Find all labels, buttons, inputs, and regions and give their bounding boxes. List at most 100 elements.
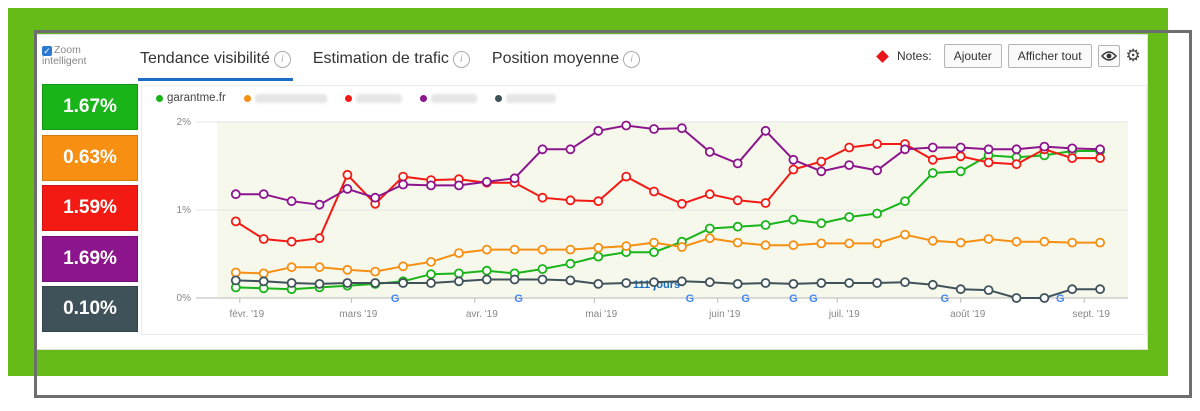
chart-legend: garantme.fr: [156, 92, 556, 104]
data-point: [844, 238, 855, 249]
data-point: [509, 173, 520, 184]
data-point: [286, 196, 297, 207]
x-tick-label: avr. '19: [466, 309, 498, 320]
data-point: [927, 142, 938, 153]
data-point: [398, 171, 409, 182]
y-tick-label: 2%: [177, 117, 192, 128]
data-point: [426, 278, 436, 288]
data-point: [732, 158, 743, 169]
data-point: [1095, 237, 1105, 248]
google-icon: G: [1056, 293, 1065, 305]
data-point: [955, 237, 966, 248]
x-tick-label: sept. '19: [1072, 309, 1110, 320]
x-tick-label: juil. '19: [828, 309, 860, 320]
eye-icon[interactable]: [1097, 45, 1120, 67]
tab-position-moyenne[interactable]: Position moyenne i: [490, 50, 642, 81]
data-point: [1011, 159, 1022, 170]
google-icon: G: [789, 293, 798, 305]
data-point: [398, 179, 409, 190]
data-point: [453, 268, 464, 279]
data-point: [1067, 237, 1078, 248]
blurred-label: [254, 93, 327, 103]
data-point: [649, 277, 659, 288]
data-point: [1067, 153, 1078, 164]
data-point: [955, 284, 966, 295]
legend-dot: [494, 94, 502, 102]
info-icon[interactable]: i: [623, 51, 641, 68]
data-point: [453, 276, 464, 287]
tab-label: Position moyenne: [491, 50, 620, 67]
data-point: [565, 144, 576, 155]
data-point: [927, 154, 938, 165]
data-point: [649, 186, 659, 197]
show-all-notes-button[interactable]: Afficher tout: [1007, 44, 1092, 68]
data-point: [258, 268, 269, 279]
legend-item[interactable]: [243, 93, 327, 103]
data-point: [760, 198, 771, 208]
y-tick-label: 0%: [177, 293, 192, 304]
data-point: [760, 278, 771, 288]
data-point: [1039, 236, 1050, 247]
kpi-tile: 1.69%: [42, 235, 138, 282]
zoom-toggle[interactable]: ✓ Zoom intelligent: [42, 45, 86, 67]
notes-toolbar: Notes: Ajouter Afficher tout ⚙: [876, 44, 1141, 68]
data-point: [342, 264, 353, 275]
data-point: [844, 160, 855, 171]
legend-item[interactable]: [344, 93, 402, 103]
gear-icon[interactable]: ⚙: [1125, 46, 1141, 65]
data-point: [565, 258, 576, 269]
x-tick-label: mars '19: [339, 309, 377, 320]
data-point: [788, 278, 799, 289]
data-point: [872, 278, 882, 288]
x-tick-label: août '19: [950, 309, 986, 320]
data-point: [314, 262, 325, 273]
legend-item[interactable]: [419, 93, 477, 103]
legend-item[interactable]: [494, 93, 556, 103]
data-point: [230, 267, 241, 278]
kpi-tile: 0.10%: [42, 286, 138, 332]
kpi-value: 1.69%: [63, 247, 117, 269]
data-point: [537, 192, 548, 203]
data-point: [983, 157, 994, 168]
google-icon: G: [686, 293, 695, 305]
checkbox-icon[interactable]: ✓: [42, 46, 52, 56]
legend-dot: [156, 94, 163, 102]
info-icon[interactable]: i: [273, 51, 291, 68]
data-point: [816, 278, 827, 288]
data-point: [732, 237, 743, 248]
notes-label: Notes:: [897, 49, 932, 63]
x-tick-label: juin '19: [708, 309, 741, 320]
data-point: [677, 242, 687, 252]
data-point: [593, 278, 604, 289]
data-point: [649, 237, 659, 248]
data-point: [565, 275, 576, 286]
data-point: [370, 192, 381, 203]
info-icon[interactable]: i: [452, 51, 470, 68]
data-point: [816, 156, 827, 167]
tab-tendance-visibilite[interactable]: Tendance visibilité i: [138, 50, 293, 81]
data-point: [677, 276, 687, 287]
tab-label: Tendance visibilité: [140, 50, 270, 67]
tab-estimation-trafic[interactable]: Estimation de trafic i: [311, 50, 472, 81]
zoom-label: Zoom: [54, 44, 81, 56]
data-point: [593, 251, 604, 262]
data-point: [537, 244, 548, 255]
kpi-tile: 1.59%: [42, 185, 138, 231]
legend-item[interactable]: garantme.fr: [156, 92, 226, 104]
blurred-label: [505, 93, 556, 103]
data-point: [286, 278, 297, 288]
data-point: [342, 169, 353, 180]
data-point: [621, 241, 632, 252]
data-point: [258, 276, 269, 287]
add-note-button[interactable]: Ajouter: [943, 44, 1002, 68]
data-point: [955, 151, 966, 162]
data-point: [927, 168, 938, 178]
data-point: [230, 216, 241, 227]
gray-frame: [34, 30, 1192, 398]
data-point: [955, 142, 966, 153]
data-point: [649, 124, 659, 134]
data-point: [342, 183, 353, 194]
data-point: [1011, 236, 1022, 247]
data-point: [453, 248, 464, 259]
x-tick-label: févr. '19: [229, 309, 264, 320]
